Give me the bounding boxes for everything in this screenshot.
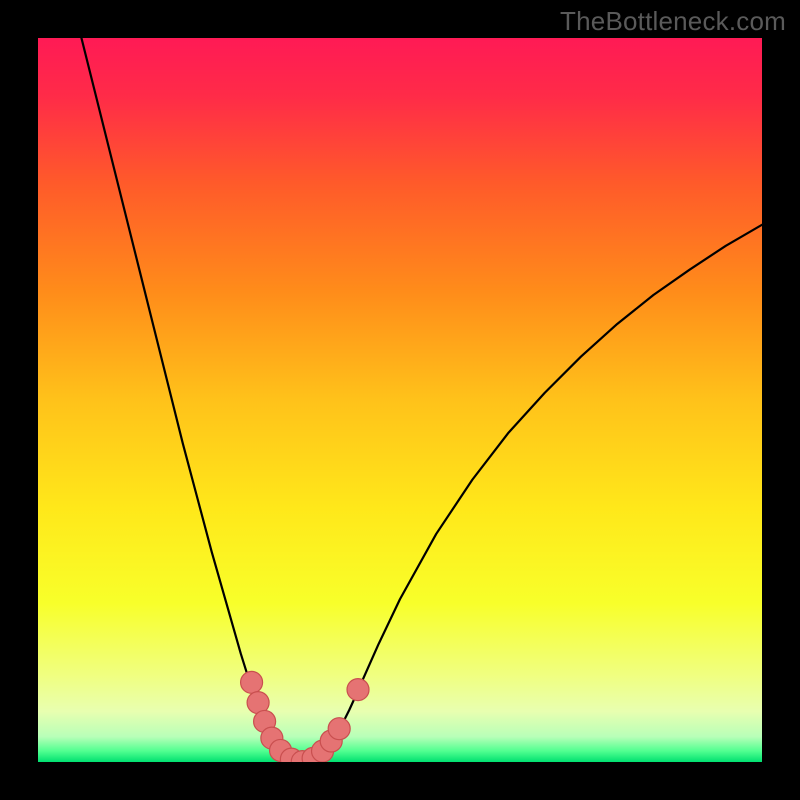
plot-background-gradient [38,38,762,762]
curve-marker [241,671,263,693]
curve-marker [328,718,350,740]
bottleneck-plot [0,0,800,800]
plot-svg [0,0,800,800]
curve-marker [347,679,369,701]
watermark-text: TheBottleneck.com [560,6,786,37]
